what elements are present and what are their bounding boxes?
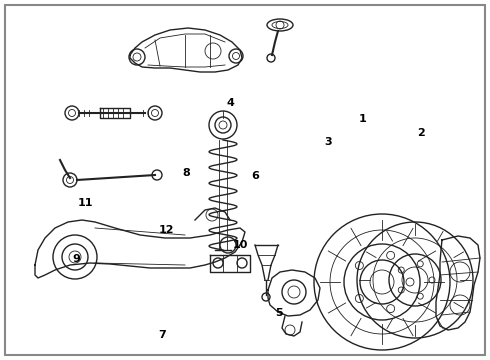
Text: 6: 6 [251,171,259,181]
Text: 5: 5 [275,308,283,318]
Text: 11: 11 [78,198,94,208]
Text: 7: 7 [158,330,166,340]
Text: 2: 2 [417,128,425,138]
Text: 1: 1 [359,114,367,124]
Text: 9: 9 [72,254,80,264]
Text: 10: 10 [232,240,248,250]
Text: 4: 4 [226,98,234,108]
Text: 12: 12 [159,225,174,235]
Text: 8: 8 [182,168,190,178]
Text: 3: 3 [324,137,332,147]
